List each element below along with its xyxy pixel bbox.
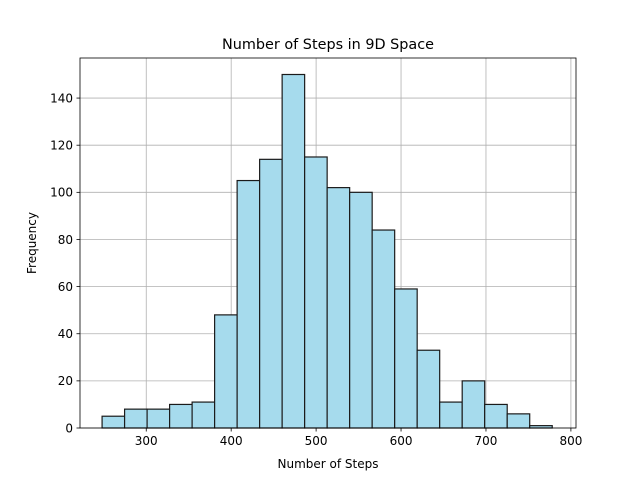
x-tick-label: 800 (559, 434, 582, 448)
histogram-bar (394, 288, 418, 429)
y-tick-label: 40 (58, 327, 73, 341)
histogram-bar (236, 179, 261, 429)
y-axis-label: Frequency (25, 212, 39, 274)
bars (101, 73, 553, 429)
histogram-bar (169, 403, 193, 429)
histogram-bar (259, 158, 283, 429)
plot-frame (79, 57, 577, 429)
histogram-bar (461, 380, 486, 429)
histogram-bar (484, 403, 508, 429)
x-axis-ticks: 300 400 500 600 700 800 (135, 428, 582, 448)
y-tick-label: 100 (50, 186, 73, 200)
y-tick-label: 0 (65, 421, 73, 435)
y-axis-ticks: 0 20 40 60 80 100 120 140 (50, 91, 80, 435)
histogram-bar (146, 408, 171, 429)
y-tick-label: 120 (50, 138, 73, 152)
histogram-bar (506, 413, 531, 429)
histogram-bar (416, 349, 441, 429)
y-tick-label: 20 (58, 374, 73, 388)
histogram-bar (214, 314, 238, 429)
x-tick-label: 400 (220, 434, 243, 448)
grid-lines (80, 58, 576, 429)
histogram-bar (123, 408, 148, 429)
histogram-bar (191, 401, 216, 429)
histogram-bar (349, 191, 373, 429)
chart-title: Number of Steps in 9D Space (222, 37, 434, 53)
y-tick-label: 80 (58, 233, 73, 247)
y-tick-label: 140 (50, 91, 73, 105)
y-tick-label: 60 (58, 280, 73, 294)
histogram-bar (304, 156, 328, 429)
x-tick-label: 600 (390, 434, 413, 448)
histogram-bar (371, 229, 396, 429)
histogram-bar (326, 187, 351, 429)
x-tick-label: 500 (305, 434, 328, 448)
x-axis-label: Number of Steps (278, 457, 379, 471)
x-tick-label: 700 (475, 434, 498, 448)
histogram-bar (101, 415, 126, 429)
histogram-bar (439, 401, 463, 429)
x-tick-label: 300 (135, 434, 158, 448)
histogram-bar (281, 73, 306, 429)
